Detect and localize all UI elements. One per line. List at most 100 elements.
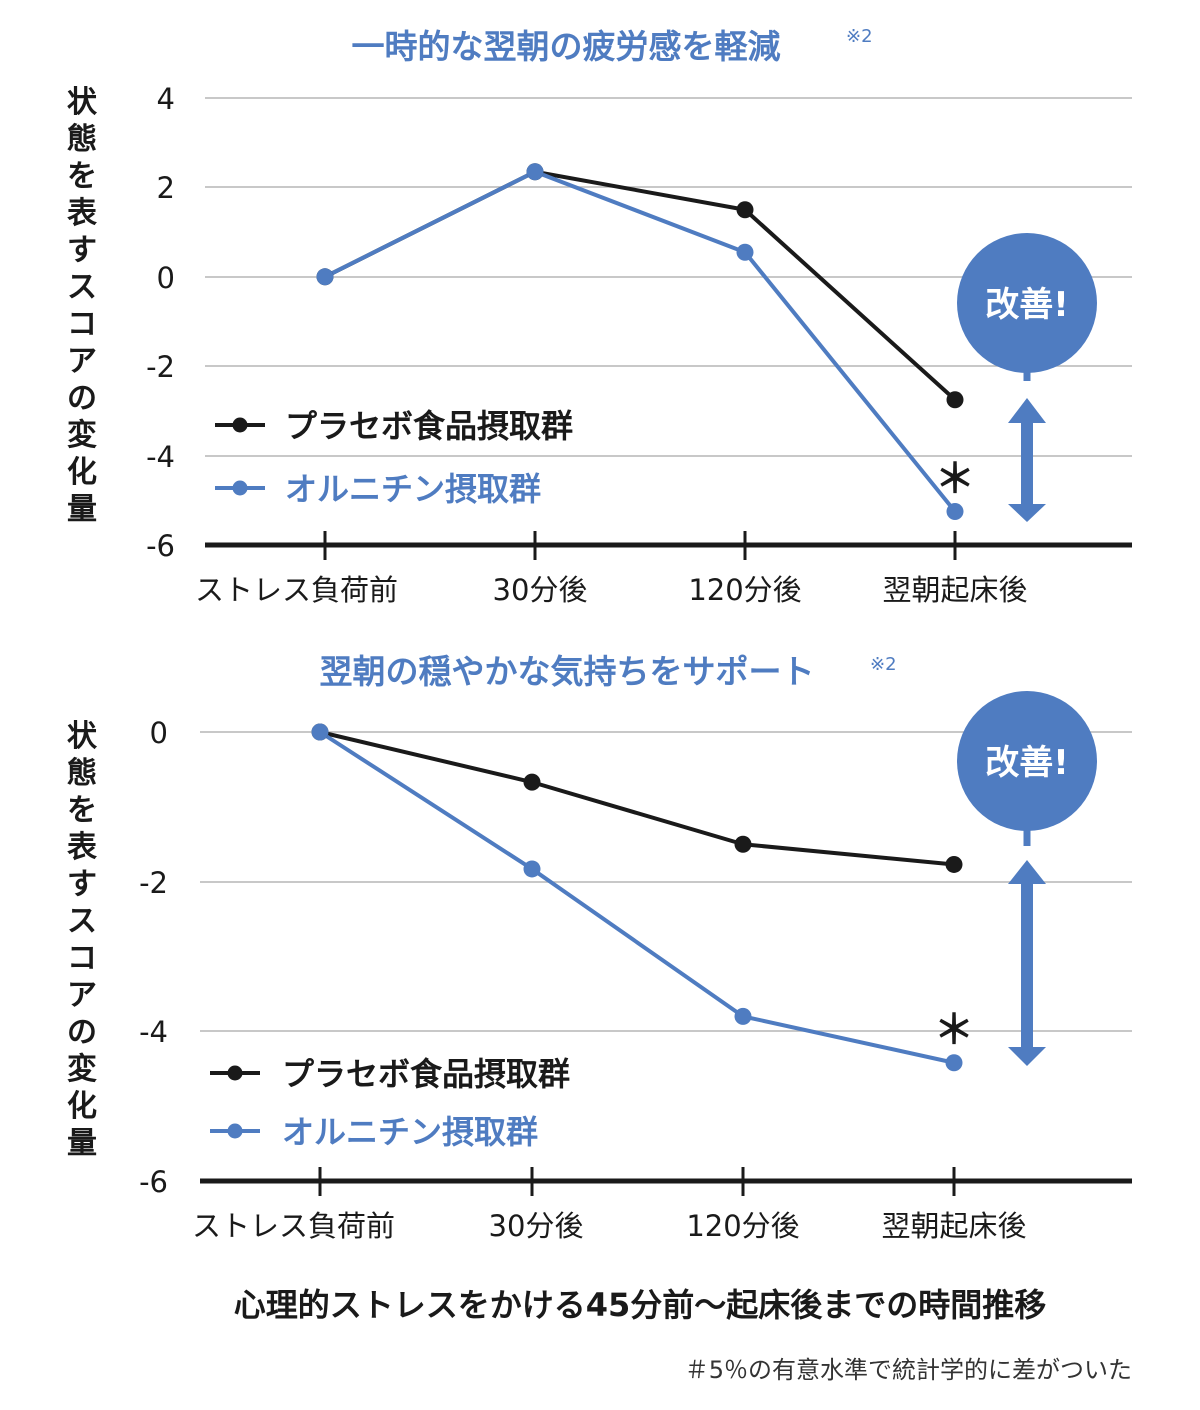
y-axis-label-char: 表 [67,196,97,231]
arrow-head-up [1008,398,1046,423]
y-tick-labels: 4 2 0 -2 -4 -6 [146,82,175,563]
y-axis-label-char: 量 [67,492,97,527]
legend-item-placebo: プラセボ食品摂取群 [210,1055,570,1093]
data-point-ornithine [316,268,334,286]
y-axis-label-char: ア [67,978,97,1013]
x-tick-labels: ストレス負荷前 30分後 120分後 翌朝起床後 [195,573,1028,607]
x-tick-label: 翌朝起床後 [881,1209,1026,1243]
x-tick-label: 30分後 [493,573,588,607]
y-axis-label-char: 化 [67,1089,97,1124]
y-axis-label-char: 表 [67,830,97,865]
data-point-ornithine [945,1054,963,1072]
series-group [316,163,964,520]
y-axis-label-char: ス [67,904,97,939]
legend-label: オルニチン摂取群 [282,1113,538,1151]
legend-swatch-marker [227,1123,243,1139]
series-line-ornithine [324,169,957,513]
data-point-ornithine [946,502,964,520]
y-axis-label-char: 状 [67,719,98,754]
data-point-placebo [945,855,963,873]
x-tick-label: 30分後 [489,1209,584,1243]
legend: プラセボ食品摂取群 オルニチン摂取群 [215,407,573,508]
data-point-ornithine [311,723,329,741]
y-axis-label-char: す [67,867,97,902]
y-axis-label-char: を [67,793,97,828]
series-line-ornithine [318,730,955,1065]
legend: プラセボ食品摂取群 オルニチン摂取群 [210,1055,570,1151]
legend-label: オルニチン摂取群 [285,470,541,508]
x-tick-label: 翌朝起床後 [882,573,1027,607]
y-tick-label: 0 [150,716,168,750]
y-axis-label-char: 態 [67,756,97,791]
y-tick-label: -4 [146,440,175,474]
badge-circle [957,233,1097,373]
legend-item-ornithine: オルニチン摂取群 [210,1113,538,1151]
y-axis-label-char: コ [67,307,97,342]
legend-swatch-marker [232,480,248,496]
difference-arrow [1008,398,1046,522]
badge-stem [1023,826,1031,846]
data-point-placebo [523,773,541,791]
x-ticks [323,531,957,560]
significance-note: ＃5％の有意水準で統計学的に差がついた [685,1356,1132,1384]
improvement-badge: 改善! [957,233,1097,381]
badge-label: 改善! [985,743,1069,783]
chart-title: 翌朝の穏やかな気持ちをサポート [320,652,815,691]
y-tick-label: 2 [157,171,175,205]
legend-label: プラセボ食品摂取群 [285,407,573,445]
y-tick-labels: 0 -2 -4 -6 [139,716,168,1199]
legend-swatch-marker [227,1065,243,1081]
chart-title: 一時的な翌朝の疲労感を軽減 [352,27,781,66]
chart-panel-mood: 翌朝の穏やかな気持ちをサポート ※2 状 態 を 表 す ス コ ア の 変 化… [67,652,1132,1243]
arrow-shaft [1021,880,1033,1055]
y-tick-label: 4 [157,82,175,116]
data-point-placebo [734,835,752,853]
y-axis-label-char: 態 [67,122,97,157]
x-tick-label: ストレス負荷前 [192,1209,395,1243]
improvement-badge: 改善! [957,691,1097,846]
y-axis-label-char: 状 [67,85,98,120]
y-axis-label-char: を [67,159,97,194]
arrow-head-up [1008,860,1046,884]
y-tick-label: -2 [139,866,168,900]
arrow-shaft [1021,420,1033,510]
legend-swatch-marker [232,417,248,433]
legend-item-ornithine: オルニチン摂取群 [215,470,541,508]
significance-mark: ＊ [934,1007,974,1053]
y-axis-label-char: ス [67,270,97,305]
chart-title-note: ※2 [870,654,897,675]
y-axis-label-char: の [67,1015,97,1050]
x-tick-label: ストレス負荷前 [195,573,398,607]
x-tick-label: 120分後 [686,1209,799,1243]
badge-label: 改善! [985,285,1069,325]
data-point-ornithine [526,163,544,181]
y-axis-label-char: 変 [67,418,97,453]
badge-stem [1023,368,1031,381]
difference-arrow [1008,860,1046,1066]
legend-item-placebo: プラセボ食品摂取群 [215,407,573,445]
y-tick-label: -4 [139,1015,168,1049]
y-axis-label: 状 態 を 表 す ス コ ア の 変 化 量 [67,719,98,1161]
y-axis-label: 状 態 を 表 す ス コ ア の 変 化 量 [67,85,98,527]
y-tick-label: 0 [157,261,175,295]
y-axis-label-char: 化 [67,455,97,490]
y-axis-label-char: コ [67,941,97,976]
data-point-ornithine [523,860,541,878]
grid-lines [205,97,1132,457]
y-axis-label-char: の [67,381,97,416]
x-tick-label: 120分後 [688,573,801,607]
badge-circle [957,691,1097,831]
x-ticks [318,1167,956,1196]
y-tick-label: -2 [146,350,175,384]
y-axis-label-char: ア [67,344,97,379]
y-axis-label-char: 変 [67,1052,97,1087]
arrow-head-down [1008,1047,1046,1066]
arrow-head-down [1008,504,1046,522]
y-tick-label: -6 [139,1165,168,1199]
y-axis-label-char: す [67,233,97,268]
chart-panel-fatigue: 一時的な翌朝の疲労感を軽減 ※2 状 態 を 表 す ス コ ア の 変 化 量… [67,26,1132,607]
series-group [311,723,963,1072]
x-tick-labels: ストレス負荷前 30分後 120分後 翌朝起床後 [192,1209,1027,1243]
y-axis-label-char: 量 [67,1126,97,1161]
